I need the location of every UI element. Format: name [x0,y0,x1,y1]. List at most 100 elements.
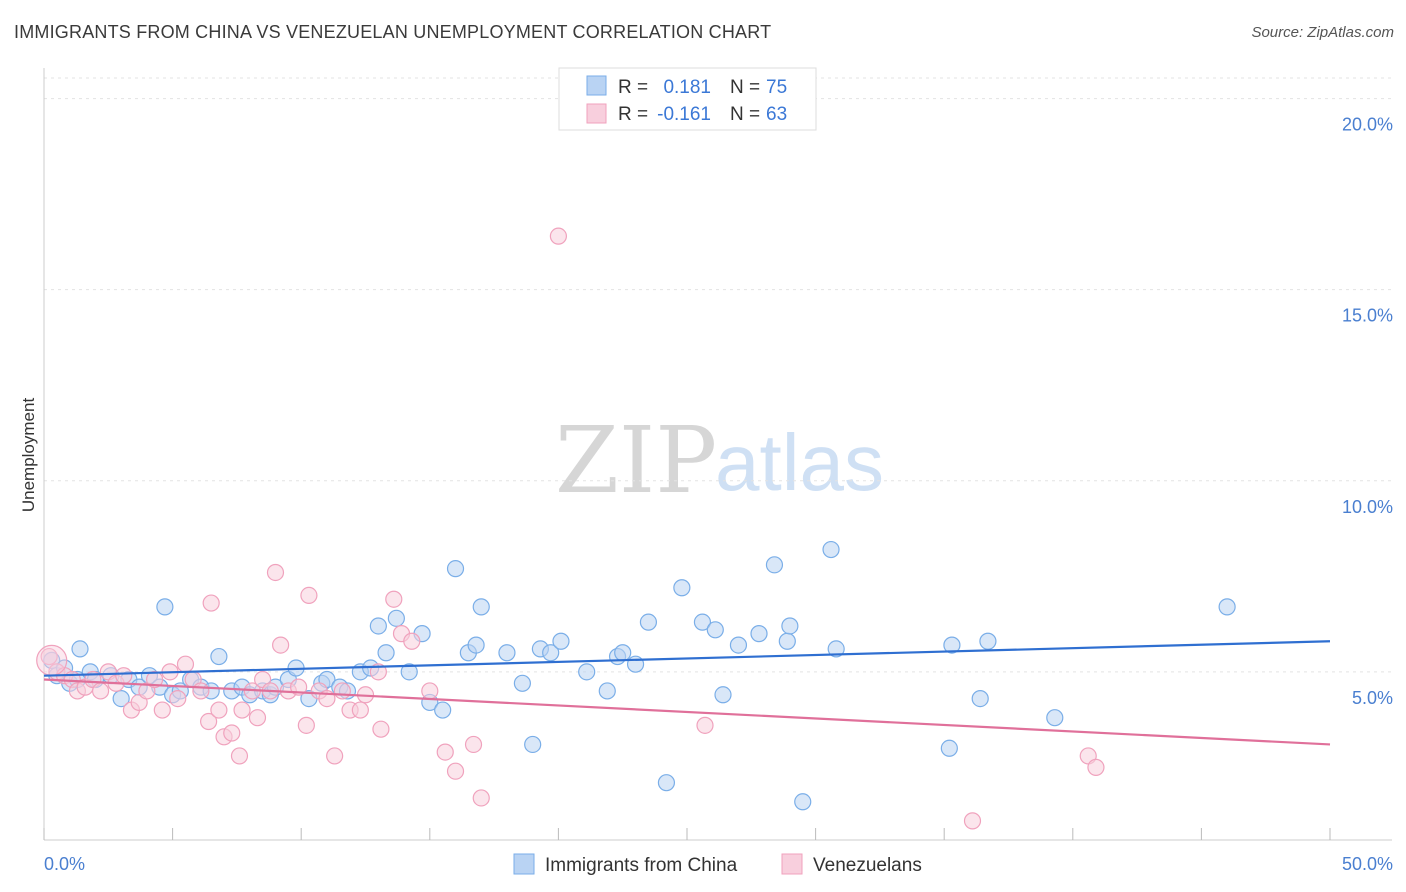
watermark-zip: ZIP [555,407,717,514]
data-point [979,632,997,650]
data-point [778,632,796,650]
data-point [598,682,616,700]
data-point [248,709,267,727]
data-point [233,701,251,719]
data-point [472,598,490,616]
stats-r-label-venezuelans: R = [618,104,648,125]
stats-n-label-venezuelans: N = [730,104,760,125]
x-axis-ticks [43,828,1331,840]
data-point [971,689,989,708]
y-tick-label: 20.0% [1342,115,1393,135]
stats-legend: R = 0.181 N = 75 R = -0.161 N = 63 [558,67,817,131]
data-point [169,689,187,708]
data-point [210,701,228,719]
data-point [400,663,418,681]
data-point [639,613,658,631]
data-point [387,609,405,627]
stats-swatch-venezuelans [586,103,607,124]
data-point [91,682,110,700]
data-point [385,590,403,608]
y-tick-label: 10.0% [1342,497,1393,517]
x-tick-max: 50.0% [1342,854,1393,874]
data-point [940,739,958,757]
data-point [1046,709,1064,727]
data-point [794,793,812,811]
data-point [822,540,840,559]
data-point [549,227,568,245]
data-point [112,689,130,708]
data-point [176,655,195,673]
stats-n-value-china: 75 [766,77,787,98]
chart-title: IMMIGRANTS FROM CHINA VS VENEZUELAN UNEM… [14,22,772,42]
data-point [351,701,369,719]
data-point [765,556,784,574]
series-venezuelans [40,227,1105,830]
y-axis-title: Unemployment [19,398,38,513]
stats-r-value-venezuelans: -0.161 [657,104,711,125]
data-series [36,227,1331,830]
y-tick-label: 15.0% [1342,306,1393,326]
data-point [434,701,452,719]
data-point [266,563,285,582]
data-point [657,774,676,792]
bottom-legend: Immigrants from China Venezuelans [513,853,922,876]
data-point [552,632,570,650]
y-tick-label: 5.0% [1352,688,1393,708]
stats-n-value-venezuelans: 63 [766,104,787,125]
data-point [192,682,210,700]
data-point [943,636,961,654]
data-point [446,560,465,578]
data-point [729,636,748,654]
data-point [71,640,89,658]
data-point [498,644,516,662]
data-point [673,579,691,597]
data-point [230,747,249,765]
stats-r-label-china: R = [618,77,648,98]
data-point [696,716,714,734]
data-point [200,712,218,731]
watermark-atlas: atlas [715,418,884,507]
data-point [403,632,421,650]
trend-line-venezuelans [43,678,1331,746]
data-point [333,682,351,700]
data-point [524,735,542,754]
data-point [542,644,560,662]
data-point [513,674,531,692]
data-point [421,682,439,700]
data-point [464,735,483,754]
data-point [1218,598,1236,616]
data-point [153,701,171,719]
data-point [326,747,344,765]
data-point [750,625,768,643]
data-point [40,647,58,666]
data-point [145,670,164,689]
stats-n-label-china: N = [730,77,760,98]
data-point [300,586,318,605]
data-point [827,640,845,658]
legend-swatch-venezuelans [781,853,803,875]
stats-r-value-china: 0.181 [663,77,711,98]
data-point [377,644,395,662]
data-point [436,743,454,761]
data-point [210,647,228,666]
trend-line-china [43,640,1331,677]
source-credit: Source: ZipAtlas.com [1251,24,1394,41]
data-point [297,716,315,734]
data-point [693,613,712,631]
data-point [202,594,220,612]
data-point [372,720,390,738]
data-point [714,686,732,704]
legend-swatch-china [513,853,535,875]
series-china [43,540,1236,811]
data-point [467,636,485,654]
data-point [223,724,241,742]
data-point-large [36,644,68,676]
data-point [781,617,799,635]
data-point [156,598,174,616]
data-point [1087,758,1105,776]
data-point [963,812,982,830]
data-point [369,617,387,635]
data-point [446,762,465,780]
legend-label-venezuelans: Venezuelans [813,855,922,876]
